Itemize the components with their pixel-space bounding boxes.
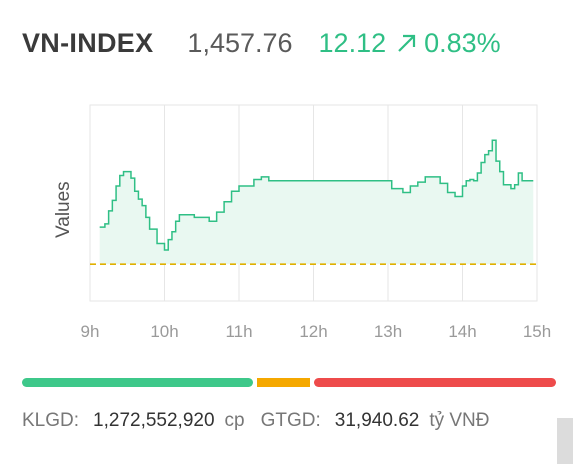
index-header: VN-INDEX 1,457.76 12.12 0.83%	[22, 28, 553, 68]
unchanged-bar	[257, 378, 311, 387]
klgd-label: KLGD:	[22, 410, 80, 431]
chart-grid	[89, 104, 538, 302]
index-change-percent: 0.83%	[424, 28, 501, 58]
series-line	[99, 139, 534, 251]
arrow-up-right-icon	[398, 34, 416, 52]
series-area	[99, 140, 534, 265]
index-change-group: 12.12 0.83%	[319, 28, 501, 59]
klgd-unit: cp	[224, 410, 245, 431]
gtgd-value: 31,940.62	[334, 410, 420, 431]
y-axis-label: Values	[53, 181, 74, 238]
volume-ratio-bar	[22, 378, 556, 388]
advancers-bar	[22, 378, 254, 387]
gtgd-unit: tỷ VNĐ	[429, 410, 490, 431]
decliners-bar	[314, 378, 556, 387]
trade-summary: KLGD: 1,272,552,920 cp GTGD: 31,940.62 t…	[22, 410, 573, 438]
index-price: 1,457.76	[187, 28, 293, 58]
x-tick-13h: 13h	[374, 322, 402, 341]
gtgd-label: GTGD:	[260, 410, 321, 431]
index-name: VN-INDEX	[22, 28, 154, 58]
intraday-chart-svg: Values 9h 10h 11h 12h 13h 14h 15h	[53, 104, 552, 341]
scrollbar-thumb[interactable]	[557, 418, 573, 464]
chart-series	[99, 139, 534, 265]
x-tick-10h: 10h	[150, 322, 178, 341]
x-tick-11h: 11h	[225, 322, 252, 341]
klgd-value: 1,272,552,920	[93, 410, 215, 431]
x-tick-14h: 14h	[448, 322, 476, 341]
intraday-chart: Values 9h 10h 11h 12h 13h 14h 15h	[0, 90, 573, 350]
x-tick-15h: 15h	[523, 322, 551, 341]
x-tick-12h: 12h	[299, 322, 327, 341]
x-axis-ticks: 9h 10h 11h 12h 13h 14h 15h	[81, 322, 552, 341]
x-tick-9h: 9h	[81, 322, 100, 341]
index-change-value: 12.12	[318, 28, 387, 58]
